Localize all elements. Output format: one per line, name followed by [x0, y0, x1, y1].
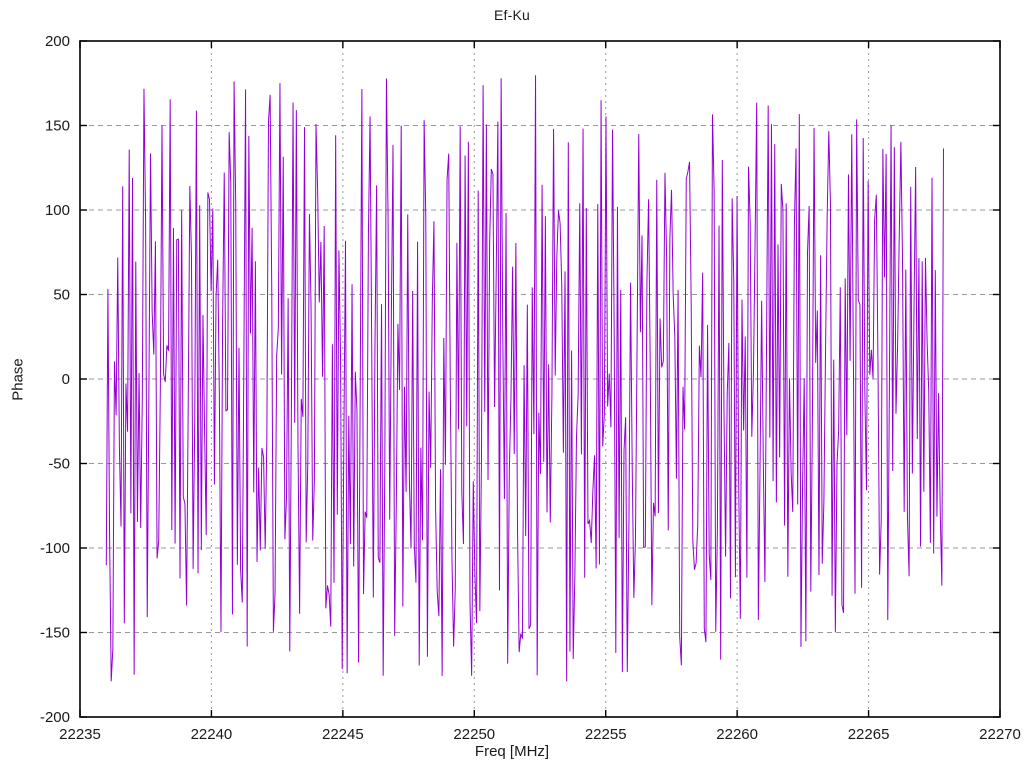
y-tick-label: -100 — [40, 540, 70, 557]
data-series-layer — [105, 75, 944, 682]
x-tick-label: 22240 — [191, 726, 233, 743]
y-tick-label: -200 — [40, 709, 70, 726]
x-tick-label: 22270 — [979, 726, 1021, 743]
y-tick-label: -150 — [40, 625, 70, 642]
axis-ticks — [79, 40, 1001, 718]
x-tick-label: 22235 — [59, 726, 101, 743]
x-axis-label: Freq [MHz] — [474, 743, 550, 760]
x-tick-label: 22250 — [453, 726, 495, 743]
y-tick-label: -50 — [48, 456, 70, 473]
chart-title: Ef-Ku — [493, 7, 530, 23]
x-tick-label: 22255 — [585, 726, 627, 743]
y-tick-label: 200 — [45, 33, 70, 50]
y-tick-label: 50 — [53, 287, 70, 304]
data-series-line — [105, 75, 944, 682]
y-tick-label: 150 — [45, 118, 70, 135]
y-tick-label: 0 — [62, 371, 70, 388]
x-tick-labels: 22235 22240 22245 22250 22255 22260 22265 22270 — [59, 726, 1021, 743]
x-tick-label: 22265 — [848, 726, 890, 743]
y-tick-labels: -200 -150 -100 -50 0 50 100 150 200 — [40, 33, 70, 726]
y-tick-label: 100 — [45, 202, 70, 219]
x-tick-label: 22245 — [322, 726, 364, 743]
x-tick-label: 22260 — [716, 726, 758, 743]
